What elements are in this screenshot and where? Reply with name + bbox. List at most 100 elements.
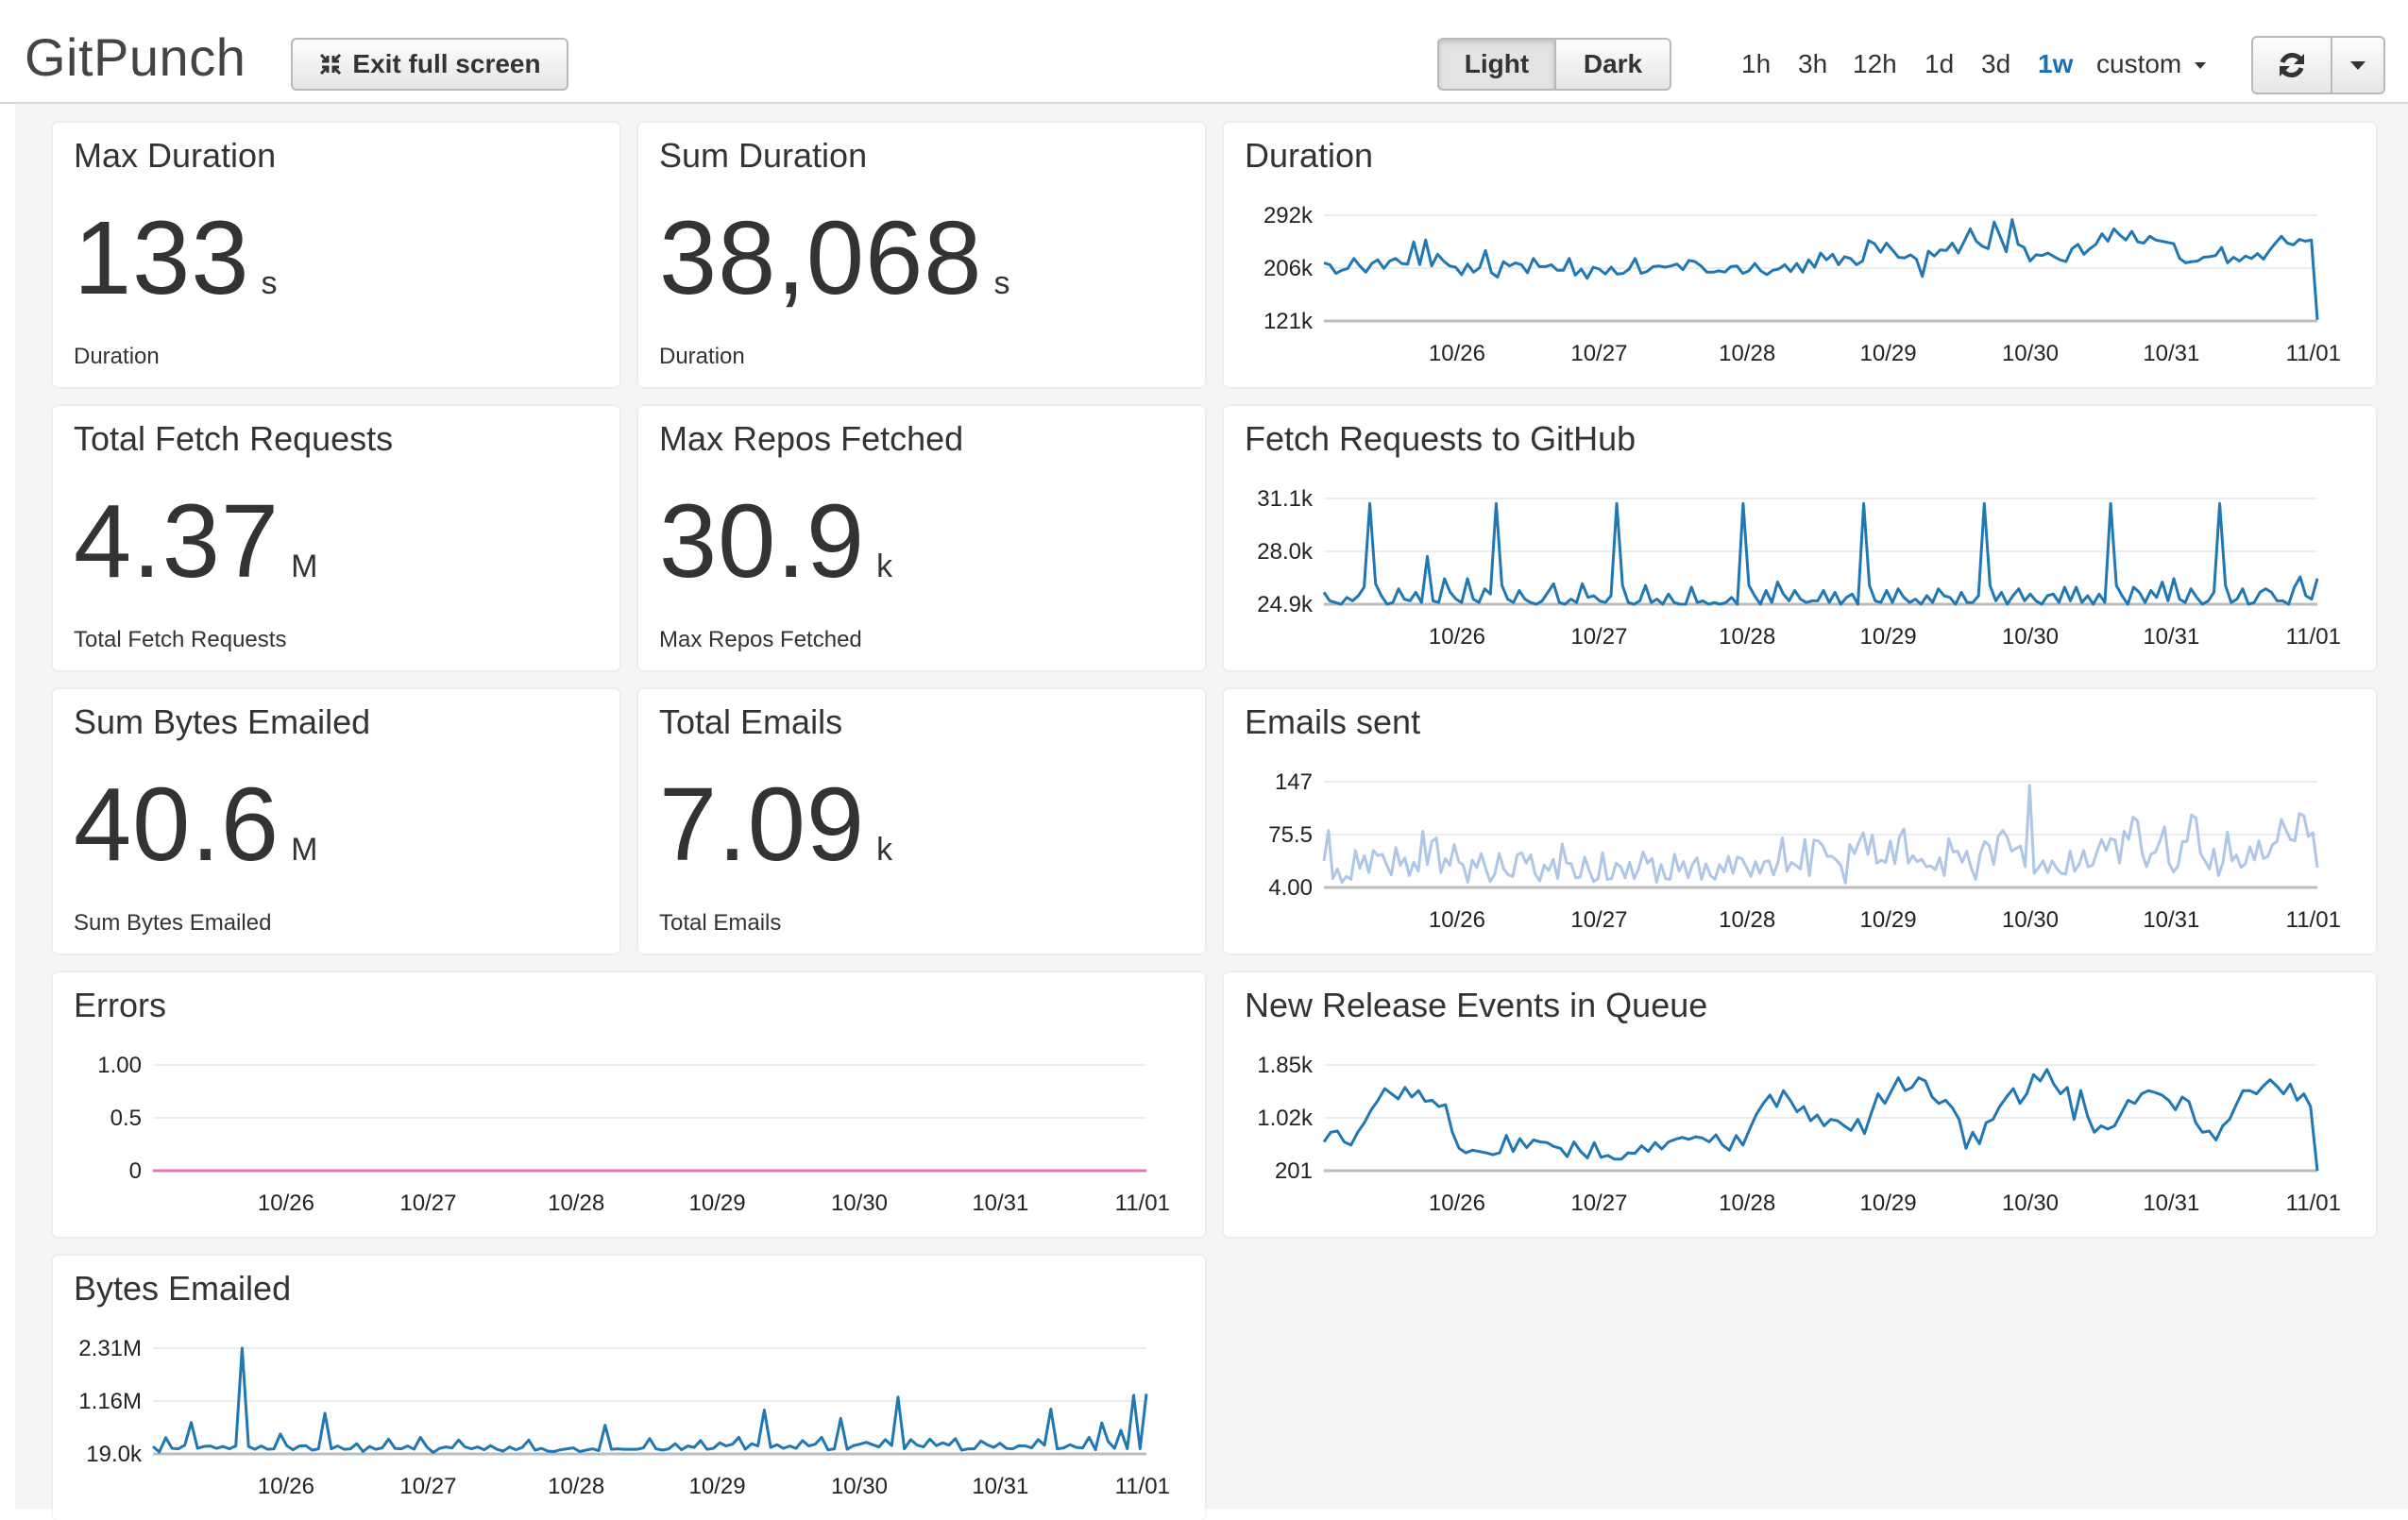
x-tick-label: 10/31 bbox=[972, 1474, 1028, 1499]
stat-unit: k bbox=[876, 832, 893, 868]
series-line bbox=[1322, 1068, 2319, 1172]
fetch-requests-chart: 31.1k 28.0k 24.9k 10/26 10/27 10/28 10/29 10/30… bbox=[1257, 486, 2341, 650]
chart-panel-bytes-emailed: Bytes Emailed 2.31M 1.16M 19.0k 10/26 10/27 1… bbox=[53, 1256, 1205, 1520]
series-line bbox=[152, 1346, 1148, 1454]
x-tick-label: 11/01 bbox=[2286, 907, 2341, 933]
x-tick-label: 10/30 bbox=[2002, 1191, 2059, 1216]
stat-label: Total Fetch Requests bbox=[74, 627, 287, 652]
y-tick-label: 19.0k bbox=[86, 1442, 143, 1467]
x-tick-label: 10/26 bbox=[258, 1474, 314, 1499]
caret-down-icon bbox=[2350, 60, 2366, 70]
bytes-emailed-chart: 2.31M 1.16M 19.0k 10/26 10/27 10/28 10/29 10/30… bbox=[78, 1336, 1170, 1499]
stat-unit: s bbox=[993, 265, 1010, 301]
chart-panel-fetch-requests: Fetch Requests to GitHub 31.1k 28.0k 24.9k… bbox=[1224, 406, 2376, 670]
x-tick-label: 11/01 bbox=[2286, 624, 2341, 650]
stat-number: 7.09 bbox=[659, 767, 866, 883]
panel-title: Errors bbox=[74, 986, 166, 1024]
release-queue-chart: 1.85k 1.02k 201 10/26 10/27 10/28 10/29 10/30 10… bbox=[1257, 1053, 2341, 1216]
stat-panel-sum-bytes-emailed: Sum Bytes Emailed 40.6 M Sum Bytes Emaile… bbox=[53, 689, 619, 954]
panel-title: Max Repos Fetched bbox=[659, 419, 964, 458]
x-tick-label: 10/29 bbox=[1860, 907, 1917, 933]
refresh-button[interactable] bbox=[2251, 36, 2332, 94]
x-tick-label: 10/28 bbox=[548, 1191, 604, 1216]
theme-light-button[interactable]: Light bbox=[1437, 38, 1556, 91]
compress-icon bbox=[320, 53, 342, 76]
stat-label: Sum Bytes Emailed bbox=[74, 910, 272, 936]
theme-dark-button[interactable]: Dark bbox=[1554, 38, 1671, 91]
stat-label: Duration bbox=[659, 344, 745, 369]
range-12h[interactable]: 12h bbox=[1853, 49, 1897, 78]
stat-value: 133 s bbox=[74, 198, 278, 318]
y-tick-label: 0.5 bbox=[110, 1106, 142, 1131]
chart-panel-duration: Duration 292k 206k 121k 10/26 10/27 10/28 10/2… bbox=[1224, 123, 2376, 387]
stat-label: Total Emails bbox=[659, 910, 782, 936]
range-1w[interactable]: 1w bbox=[2038, 49, 2074, 78]
panel-title: Duration bbox=[1245, 136, 1374, 175]
x-tick-label: 10/27 bbox=[1570, 624, 1627, 650]
stat-value: 30.9 k bbox=[659, 481, 892, 601]
x-tick-label: 10/28 bbox=[1719, 1191, 1775, 1216]
y-tick-label: 4.00 bbox=[1268, 875, 1313, 901]
stat-value: 40.6 M bbox=[74, 765, 317, 885]
panel-title: Fetch Requests to GitHub bbox=[1245, 419, 1636, 458]
x-tick-label: 10/26 bbox=[1429, 341, 1485, 366]
x-tick-label: 10/27 bbox=[1570, 1191, 1627, 1216]
x-tick-label: 10/31 bbox=[2143, 341, 2199, 366]
x-tick-label: 10/27 bbox=[399, 1474, 456, 1499]
x-tick-label: 10/30 bbox=[831, 1474, 888, 1499]
emails-sent-chart: 147 75.5 4.00 10/26 10/27 10/28 10/29 10/30 10/3… bbox=[1268, 769, 2341, 933]
x-tick-label: 10/26 bbox=[1429, 624, 1485, 650]
panel-title: Total Fetch Requests bbox=[74, 419, 394, 458]
panel-title: New Release Events in Queue bbox=[1245, 986, 1708, 1024]
stat-number: 38,068 bbox=[659, 200, 983, 316]
x-tick-label: 10/30 bbox=[831, 1191, 888, 1216]
stat-number: 40.6 bbox=[74, 767, 280, 883]
x-tick-label: 10/28 bbox=[548, 1474, 604, 1499]
chart-panel-release-queue: New Release Events in Queue 1.85k 1.02k 20… bbox=[1224, 972, 2376, 1237]
range-3h[interactable]: 3h bbox=[1798, 49, 1828, 78]
range-1h[interactable]: 1h bbox=[1741, 49, 1772, 78]
range-3d[interactable]: 3d bbox=[1981, 49, 2011, 78]
x-tick-label: 10/29 bbox=[1860, 1191, 1917, 1216]
y-tick-label: 24.9k bbox=[1257, 592, 1314, 617]
stat-label: Max Repos Fetched bbox=[659, 627, 862, 652]
stat-unit: M bbox=[291, 832, 318, 868]
x-tick-label: 10/31 bbox=[2143, 1191, 2199, 1216]
series-line bbox=[1322, 501, 2319, 606]
panel-title: Max Duration bbox=[74, 136, 277, 175]
exit-fullscreen-button[interactable]: Exit full screen bbox=[291, 38, 568, 91]
range-1d[interactable]: 1d bbox=[1925, 49, 1955, 78]
x-tick-label: 10/28 bbox=[1719, 907, 1775, 933]
chart-panel-emails-sent: Emails sent 147 75.5 4.00 10/26 10/27 10/28 10… bbox=[1224, 689, 2376, 954]
x-tick-label: 10/26 bbox=[258, 1191, 314, 1216]
stat-value: 38,068 s bbox=[659, 198, 1009, 318]
y-tick-label: 31.1k bbox=[1257, 486, 1314, 512]
x-tick-label: 10/27 bbox=[399, 1191, 456, 1216]
x-tick-label: 11/01 bbox=[2286, 1191, 2341, 1216]
y-tick-label: 1.00 bbox=[97, 1053, 142, 1078]
x-tick-label: 11/01 bbox=[1115, 1474, 1170, 1499]
y-tick-label: 201 bbox=[1275, 1158, 1313, 1184]
app-title: GitPunch bbox=[25, 27, 246, 87]
x-tick-label: 11/01 bbox=[1115, 1191, 1170, 1216]
x-tick-label: 10/29 bbox=[689, 1191, 746, 1216]
y-tick-label: 2.31M bbox=[78, 1336, 142, 1361]
panel-title: Bytes Emailed bbox=[74, 1269, 292, 1308]
x-tick-label: 10/30 bbox=[2002, 341, 2059, 366]
x-tick-label: 10/27 bbox=[1570, 341, 1627, 366]
y-tick-label: 121k bbox=[1263, 309, 1314, 334]
chart-panel-errors: Errors 1.00 0.5 0 10/26 10/27 10/28 10/29 10/30… bbox=[53, 972, 1205, 1237]
stat-number: 30.9 bbox=[659, 483, 866, 600]
stat-value: 4.37 M bbox=[74, 481, 317, 601]
y-tick-label: 206k bbox=[1263, 256, 1314, 281]
x-tick-label: 10/31 bbox=[972, 1191, 1028, 1216]
stat-unit: k bbox=[876, 549, 893, 584]
range-custom[interactable]: custom bbox=[2096, 49, 2207, 79]
refresh-options-button[interactable] bbox=[2331, 36, 2385, 94]
x-tick-label: 10/29 bbox=[689, 1474, 746, 1499]
refresh-icon bbox=[2280, 53, 2304, 77]
stat-panel-max-duration: Max Duration 133 s Duration bbox=[53, 123, 619, 387]
caret-down-icon bbox=[2195, 62, 2207, 70]
panel-title: Sum Bytes Emailed bbox=[74, 702, 371, 741]
y-tick-label: 1.85k bbox=[1257, 1053, 1314, 1078]
